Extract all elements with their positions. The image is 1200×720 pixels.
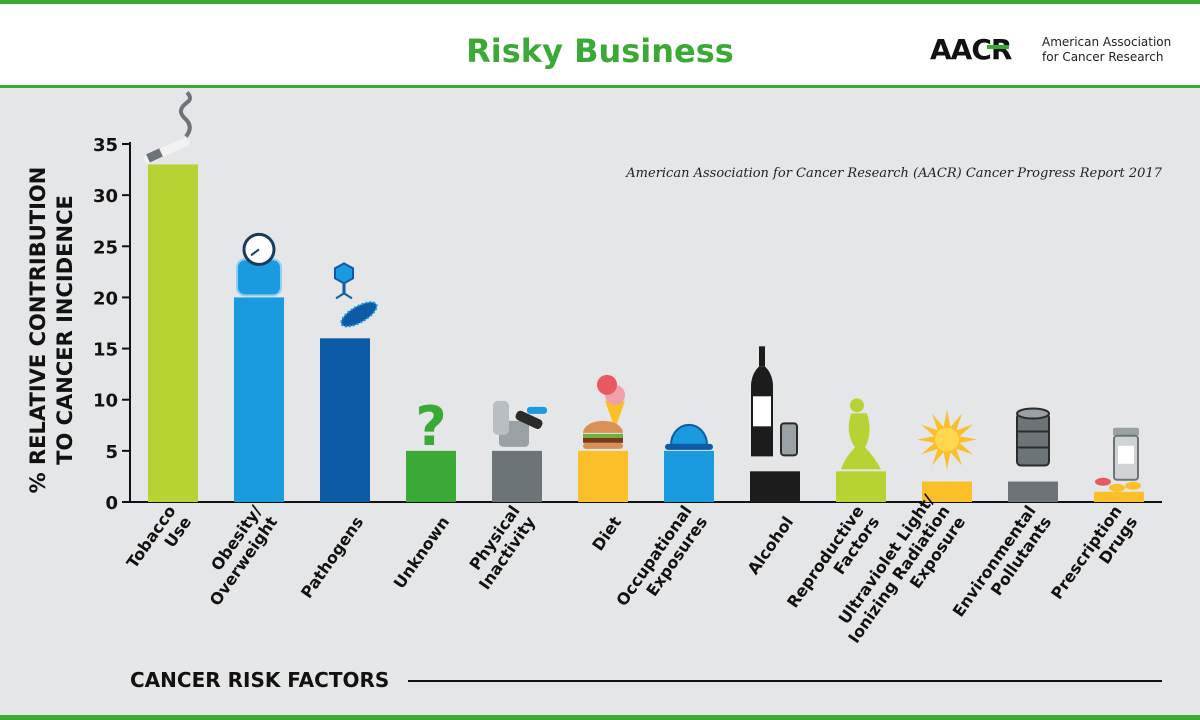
bar-3: [406, 450, 456, 502]
bottom-border: [0, 715, 1200, 720]
bar-7: [750, 471, 800, 502]
y-tick-label: 30: [93, 186, 118, 207]
pill-bottle-icon: [1095, 427, 1141, 492]
logo-org-line2: for Cancer Research: [1042, 50, 1163, 64]
sun-burst-icon: [917, 409, 977, 470]
y-axis-title: % RELATIVE CONTRIBUTION TO CANCER INCIDE…: [26, 167, 77, 494]
y-tick-label: 10: [93, 391, 118, 412]
bar-11: [1094, 491, 1144, 502]
y-tick-label: 0: [105, 493, 118, 514]
bars: [148, 164, 1144, 502]
top-border: [0, 0, 1200, 4]
y-tick-label: 25: [93, 237, 118, 258]
y-axis-title-line1: % RELATIVE CONTRIBUTION: [26, 167, 50, 494]
wine-bottle-can-icon: [751, 346, 798, 457]
y-tick-label: 35: [93, 135, 118, 156]
page-title: Risky Business: [466, 32, 734, 70]
female-figure-icon: [841, 398, 881, 470]
logo-accent-bar: [987, 45, 1009, 49]
bar-6: [664, 450, 714, 502]
question-mark-icon: ?: [415, 395, 446, 458]
hard-hat-icon: [665, 423, 713, 450]
source-note: American Association for Cancer Research…: [625, 166, 1162, 181]
bar-8: [836, 471, 886, 502]
scale-icon: [236, 232, 282, 297]
y-axis-title-line2: TO CANCER INCIDENCE: [53, 195, 77, 465]
bar-4: [492, 450, 542, 502]
y-tick-label: 20: [93, 288, 118, 309]
y-axis-ticks: 0 5 10 15 20 25 30 35: [93, 135, 130, 514]
oil-barrel-icon: [1016, 407, 1050, 467]
y-tick-label: 15: [93, 340, 118, 361]
bar-1: [234, 297, 284, 502]
header-divider: [0, 85, 1200, 88]
svg-text:?: ?: [415, 395, 446, 458]
chart-panel: [0, 88, 1200, 715]
cigarette-icon: [143, 91, 192, 163]
aacr-logo: AACR American Association for Cancer Res…: [930, 33, 1171, 66]
virus-bacteria-icon: [334, 262, 378, 328]
bar-2: [320, 338, 370, 502]
bar-0: [148, 164, 198, 502]
bar-icons: ?: [143, 91, 1141, 492]
burger-icecream-icon: [583, 374, 625, 449]
bar-10: [1008, 481, 1058, 502]
y-tick-label: 5: [105, 442, 118, 463]
x-axis-title: CANCER RISK FACTORS: [130, 668, 389, 692]
bar-5: [578, 450, 628, 502]
recliner-chair-icon: [493, 400, 547, 447]
logo-wordmark: AACR: [930, 33, 1012, 66]
bar-9: [922, 481, 972, 502]
logo-org-line1: American Association: [1042, 35, 1171, 49]
